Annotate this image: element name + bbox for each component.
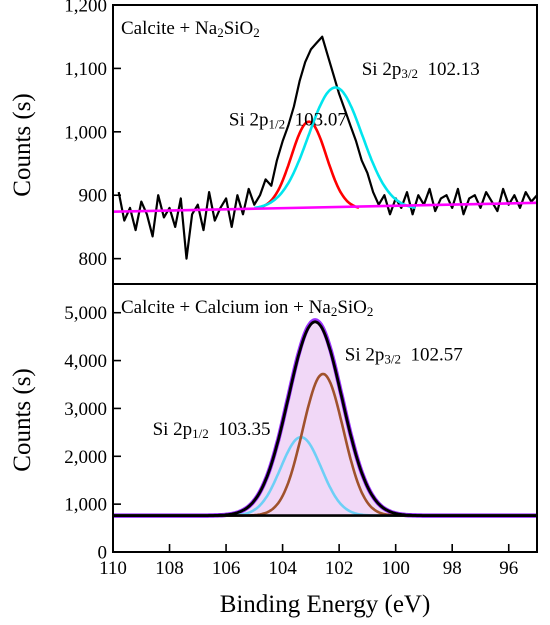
bottom-y-axis-label: Counts (s) (9, 368, 36, 471)
y-tick-label: 1,000 (64, 495, 107, 516)
y-tick-label: 1,100 (64, 59, 107, 80)
panel-annotation: Calcite + Calcium ion + Na2SiO2 (121, 297, 373, 319)
x-tick-label: 98 (443, 558, 462, 579)
top-y-axis-label: Counts (s) (9, 93, 36, 196)
y-tick-label: 1,000 (64, 122, 107, 143)
series-fit-2p3/2 (254, 86, 416, 210)
panel-annotation: Calcite + Na2SiO2 (121, 18, 260, 40)
x-tick-label: 104 (268, 558, 297, 579)
y-tick-label: 800 (79, 249, 108, 270)
x-tick-label: 106 (212, 558, 241, 579)
x-axis-label: Binding Energy (eV) (220, 591, 431, 618)
peak-label: Si 2p1/2 103.07 (229, 109, 347, 131)
top-panel: 800 900 1,000 1,100 1,200 Calcite + Na2SiO2 Si… (64, 0, 538, 285)
peak-label: Si 2p3/2 102.57 (345, 345, 463, 367)
plot-area (113, 35, 537, 260)
bottom-panel: 0 1,000 2,000 3,000 4,000 5,000 110 108 106 104 10… (64, 283, 538, 579)
x-tick-label: 96 (499, 558, 518, 579)
x-tick-label: 100 (381, 558, 410, 579)
x-tick-label: 108 (155, 558, 184, 579)
y-tick-label: 5,000 (64, 303, 107, 324)
peak-label: Si 2p3/2 102.13 (362, 59, 480, 81)
panel-frame (112, 283, 538, 553)
y-tick-label: 900 (79, 186, 108, 207)
x-tick-label: 110 (99, 558, 127, 579)
x-tick-label: 102 (325, 558, 354, 579)
peak-label: Si 2p1/2 103.35 (153, 419, 271, 441)
y-tick-label: 2,000 (64, 447, 107, 468)
series-fit-2p1/2 (258, 120, 360, 210)
series-raw-envelope-fill (113, 320, 537, 516)
series-background (113, 201, 537, 213)
y-tick-label: 4,000 (64, 351, 107, 372)
plot-area (113, 318, 537, 518)
y-tick-label: 1,200 (64, 0, 107, 17)
y-tick-label: 0 (98, 543, 108, 564)
y-tick-label: 3,000 (64, 399, 107, 420)
